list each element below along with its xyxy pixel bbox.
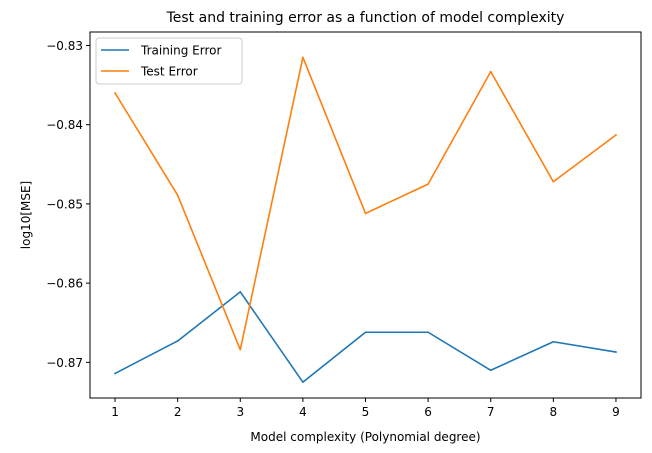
data-point-training-error — [489, 369, 492, 372]
data-point-training-error — [239, 291, 242, 293]
x-tick-label: 5 — [362, 405, 370, 419]
x-tick-label: 7 — [487, 405, 495, 419]
y-tick-label: −0.86 — [46, 277, 83, 291]
x-tick-label: 3 — [236, 405, 244, 419]
legend: Training Error Test Error — [95, 37, 243, 85]
x-tick-label: 2 — [174, 405, 182, 419]
data-point-test-error — [302, 56, 304, 59]
data-point-test-error — [615, 134, 617, 136]
x-axis-label: Model complexity (Polynomial degree) — [250, 430, 480, 444]
legend-label-test-error: Test Error — [140, 65, 198, 79]
y-axis-label: log10[MSE] — [19, 181, 33, 249]
data-point-training-error — [302, 381, 304, 383]
data-point-training-error — [552, 340, 555, 343]
data-point-training-error — [114, 372, 116, 375]
y-tick-label: −0.85 — [46, 197, 83, 211]
data-point-training-error — [615, 351, 617, 353]
series-layer — [113, 56, 618, 383]
y-tick-label: −0.83 — [46, 39, 83, 53]
y-axis-ticks: −0.87 −0.86 −0.85 −0.84 −0.83 — [46, 39, 90, 370]
x-axis-ticks: 1 2 3 4 5 6 7 8 9 — [111, 398, 620, 419]
data-point-test-error — [489, 70, 492, 73]
legend-label-training-error: Training Error — [140, 44, 221, 58]
data-point-test-error — [176, 194, 179, 196]
x-tick-label: 8 — [550, 405, 558, 419]
data-point-training-error — [176, 340, 179, 342]
x-tick-label: 6 — [424, 405, 432, 419]
x-tick-label: 9 — [612, 405, 620, 419]
data-point-test-error — [552, 180, 555, 183]
x-tick-label: 4 — [299, 405, 307, 419]
data-point-training-error — [427, 331, 429, 334]
y-tick-label: −0.87 — [46, 356, 83, 370]
data-point-test-error — [364, 212, 367, 215]
data-point-training-error — [364, 331, 367, 334]
y-tick-label: −0.84 — [46, 118, 83, 132]
x-tick-label: 1 — [111, 405, 119, 419]
chart-title: Test and training error as a function of… — [166, 10, 565, 26]
legend-box — [95, 37, 243, 85]
data-point-test-error — [427, 183, 429, 185]
data-point-test-error — [114, 92, 116, 94]
data-point-test-error — [239, 348, 242, 351]
